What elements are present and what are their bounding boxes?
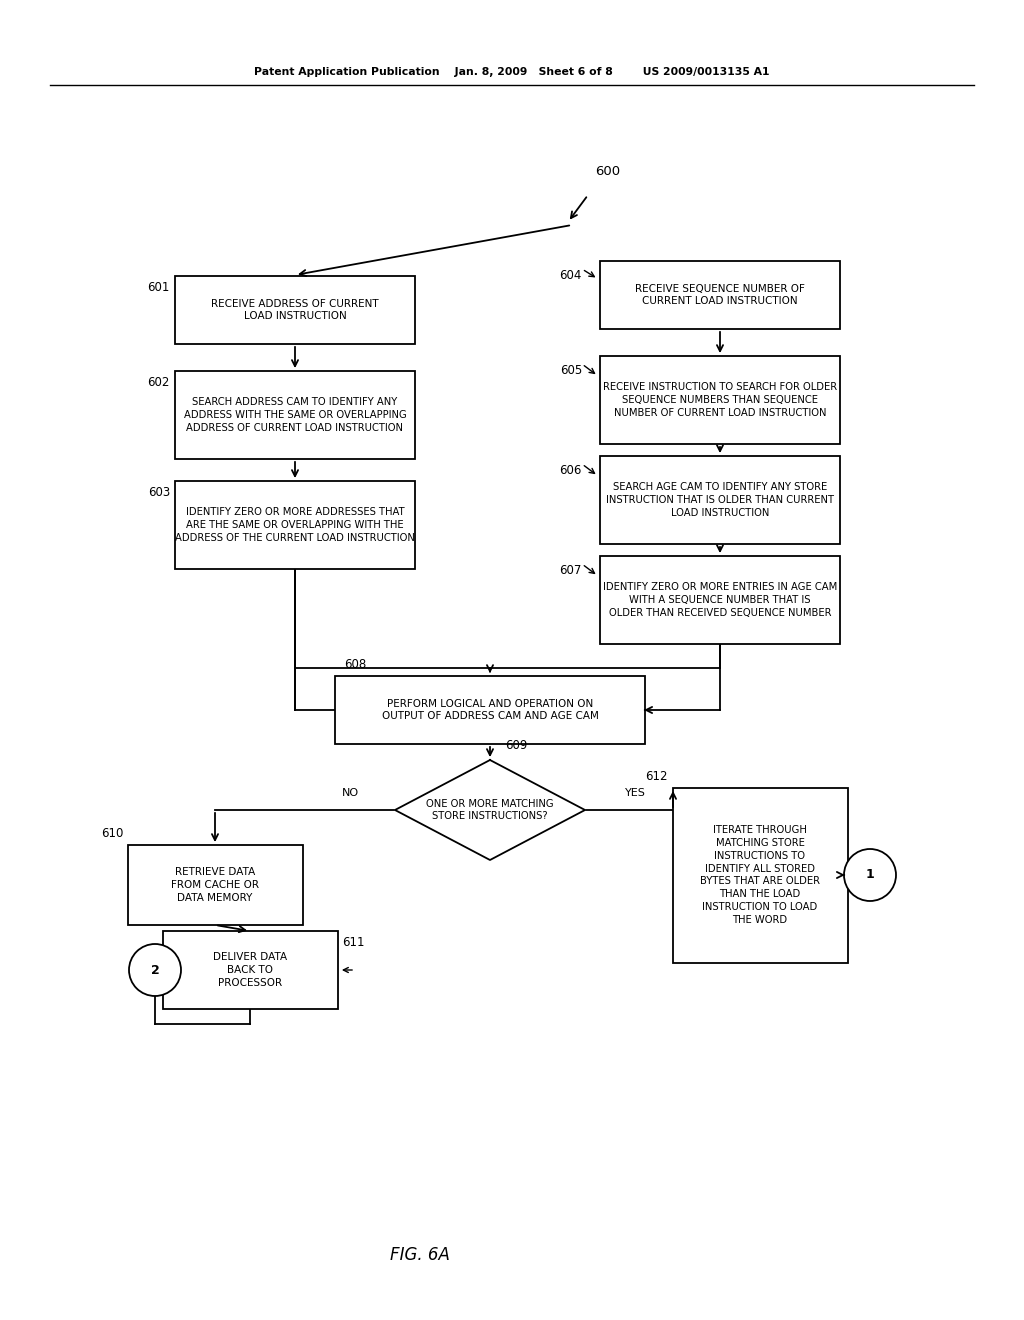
Bar	[600, 261, 840, 329]
Text: NO: NO	[341, 788, 358, 799]
Text: RECEIVE INSTRUCTION TO SEARCH FOR OLDER
SEQUENCE NUMBERS THAN SEQUENCE
NUMBER OF: RECEIVE INSTRUCTION TO SEARCH FOR OLDER …	[603, 383, 837, 418]
Bar	[673, 788, 848, 962]
Text: 600: 600	[595, 165, 621, 178]
Text: ITERATE THROUGH
MATCHING STORE
INSTRUCTIONS TO
IDENTIFY ALL STORED
BYTES THAT AR: ITERATE THROUGH MATCHING STORE INSTRUCTI…	[700, 825, 820, 925]
Text: RETRIEVE DATA
FROM CACHE OR
DATA MEMORY: RETRIEVE DATA FROM CACHE OR DATA MEMORY	[171, 867, 259, 903]
Polygon shape	[395, 760, 585, 861]
Text: IDENTIFY ZERO OR MORE ADDRESSES THAT
ARE THE SAME OR OVERLAPPING WITH THE
ADDRES: IDENTIFY ZERO OR MORE ADDRESSES THAT ARE…	[175, 507, 415, 543]
Bar	[175, 371, 415, 459]
Bar	[128, 845, 302, 925]
Bar	[600, 356, 840, 444]
Bar	[335, 676, 645, 744]
Text: SEARCH AGE CAM TO IDENTIFY ANY STORE
INSTRUCTION THAT IS OLDER THAN CURRENT
LOAD: SEARCH AGE CAM TO IDENTIFY ANY STORE INS…	[606, 482, 834, 517]
Text: Patent Application Publication    Jan. 8, 2009   Sheet 6 of 8        US 2009/001: Patent Application Publication Jan. 8, 2…	[254, 67, 770, 77]
Text: YES: YES	[625, 788, 645, 799]
Text: 610: 610	[100, 828, 123, 840]
Text: 602: 602	[147, 376, 170, 389]
Text: 603: 603	[147, 486, 170, 499]
Text: 2: 2	[151, 964, 160, 977]
Text: 606: 606	[560, 465, 582, 477]
Text: DELIVER DATA
BACK TO
PROCESSOR: DELIVER DATA BACK TO PROCESSOR	[213, 952, 287, 987]
Text: RECEIVE ADDRESS OF CURRENT
LOAD INSTRUCTION: RECEIVE ADDRESS OF CURRENT LOAD INSTRUCT…	[211, 298, 379, 321]
Circle shape	[129, 944, 181, 997]
Text: IDENTIFY ZERO OR MORE ENTRIES IN AGE CAM
WITH A SEQUENCE NUMBER THAT IS
OLDER TH: IDENTIFY ZERO OR MORE ENTRIES IN AGE CAM…	[603, 582, 838, 618]
Bar	[600, 455, 840, 544]
Text: FIG. 6A: FIG. 6A	[390, 1246, 450, 1265]
Bar	[175, 480, 415, 569]
Bar	[600, 556, 840, 644]
Text: 607: 607	[560, 564, 582, 577]
Text: 612: 612	[645, 770, 668, 783]
Bar	[175, 276, 415, 345]
Text: RECEIVE SEQUENCE NUMBER OF
CURRENT LOAD INSTRUCTION: RECEIVE SEQUENCE NUMBER OF CURRENT LOAD …	[635, 284, 805, 306]
Text: 608: 608	[344, 657, 367, 671]
Circle shape	[844, 849, 896, 902]
Text: 609: 609	[505, 739, 527, 752]
Text: 1: 1	[865, 869, 874, 882]
Text: ONE OR MORE MATCHING
STORE INSTRUCTIONS?: ONE OR MORE MATCHING STORE INSTRUCTIONS?	[426, 799, 554, 821]
Text: 611: 611	[342, 936, 365, 949]
Text: 604: 604	[560, 269, 582, 282]
Text: SEARCH ADDRESS CAM TO IDENTIFY ANY
ADDRESS WITH THE SAME OR OVERLAPPING
ADDRESS : SEARCH ADDRESS CAM TO IDENTIFY ANY ADDRE…	[183, 397, 407, 433]
Text: 601: 601	[147, 281, 170, 294]
Bar	[163, 931, 338, 1008]
Text: 605: 605	[560, 364, 582, 378]
Text: PERFORM LOGICAL AND OPERATION ON
OUTPUT OF ADDRESS CAM AND AGE CAM: PERFORM LOGICAL AND OPERATION ON OUTPUT …	[382, 698, 598, 722]
